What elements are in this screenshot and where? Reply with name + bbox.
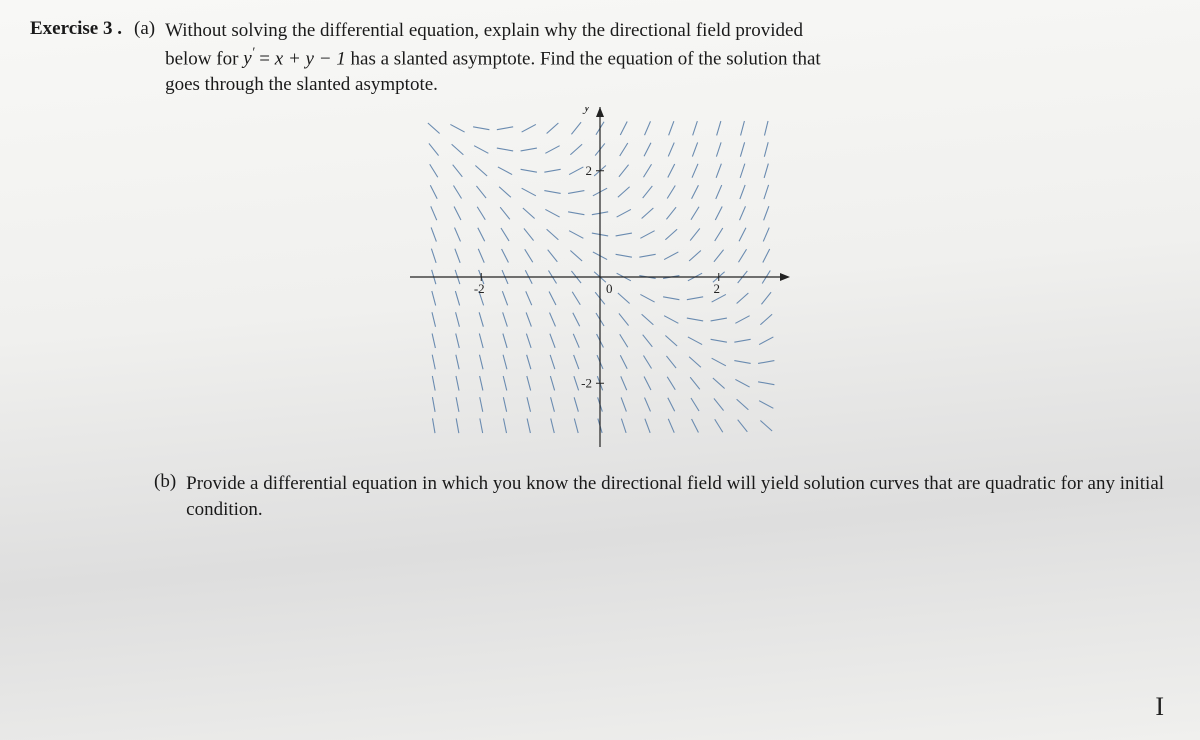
part-a-line2-pre: below for <box>165 48 243 69</box>
direction-field-svg: -202-22xy <box>410 107 790 447</box>
direction-field-figure: -202-22xy <box>30 107 1170 447</box>
part-a-text: Without solving the differential equatio… <box>165 18 1170 97</box>
part-a-eq-eq: = <box>255 48 275 69</box>
svg-text:-2: -2 <box>474 281 485 296</box>
exercise-label: Exercise 3 . <box>30 18 128 40</box>
page: Exercise 3 . (a) Without solving the dif… <box>0 0 1200 740</box>
part-b-label: (b) <box>154 471 180 493</box>
part-a-eq-rhs: x + y − 1 <box>275 48 346 69</box>
svg-text:0: 0 <box>606 281 613 296</box>
svg-text:2: 2 <box>586 163 593 178</box>
part-a-line1: Without solving the differential equatio… <box>165 20 803 41</box>
part-a-line3: goes through the slanted asymptote. <box>165 74 438 95</box>
part-b-text: Provide a differential equation in which… <box>186 471 1170 522</box>
part-a-eq-lhs: y′ <box>243 48 254 69</box>
text-cursor-icon: I <box>1155 692 1164 722</box>
part-b-row: (b) Provide a differential equation in w… <box>154 471 1170 522</box>
part-a-row: Exercise 3 . (a) Without solving the dif… <box>30 18 1170 97</box>
svg-text:-2: -2 <box>581 376 592 391</box>
part-a-line2-post: has a slanted asymptote. Find the equati… <box>346 48 821 69</box>
part-a-label: (a) <box>134 18 159 40</box>
svg-text:y: y <box>582 107 591 115</box>
svg-text:2: 2 <box>714 281 721 296</box>
